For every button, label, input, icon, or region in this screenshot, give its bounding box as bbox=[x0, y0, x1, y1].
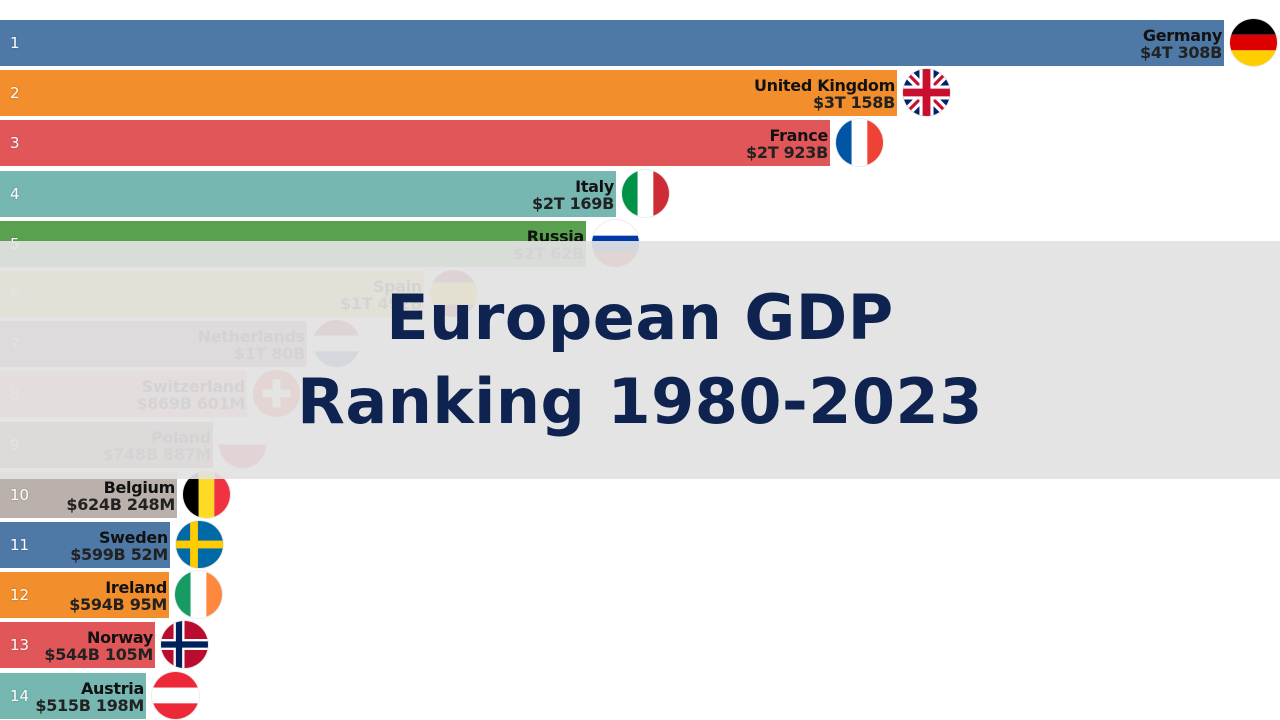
country-name: Sweden bbox=[98, 528, 168, 547]
flag-austria-icon bbox=[152, 672, 199, 719]
bar-united-kingdom bbox=[0, 70, 897, 116]
flag-united-kingdom-icon bbox=[903, 69, 950, 116]
country-name: Ireland bbox=[105, 578, 167, 597]
flag-ireland-icon bbox=[175, 571, 222, 618]
bar-germany bbox=[0, 20, 1224, 66]
rank-label: 11 bbox=[10, 536, 30, 554]
gdp-value: $2T 169B bbox=[532, 194, 614, 213]
rank-label: 13 bbox=[10, 636, 30, 654]
bar-norway bbox=[0, 622, 155, 668]
country-name: United Kingdom bbox=[753, 76, 895, 95]
country-name: Belgium bbox=[103, 478, 176, 497]
flag-italy-icon bbox=[622, 170, 669, 217]
bar-label: Germany $4T 308B bbox=[1140, 27, 1222, 61]
bar-label: Italy $2T 169B bbox=[532, 178, 614, 212]
bar-label: France $2T 923B bbox=[746, 127, 828, 161]
rank-label: 3 bbox=[10, 134, 20, 152]
gdp-value: $544B 105M bbox=[44, 645, 153, 664]
bar-label: Sweden $599B 52M bbox=[70, 529, 168, 563]
country-name: Germany bbox=[1142, 26, 1222, 45]
gdp-value: $3T 158B bbox=[813, 93, 895, 112]
flag-sweden-icon bbox=[176, 521, 223, 568]
country-name: Italy bbox=[575, 177, 614, 196]
gdp-value: $515B 198M bbox=[35, 696, 144, 715]
flag-germany-icon bbox=[1230, 19, 1277, 66]
bar-sweden bbox=[0, 522, 170, 568]
bar-label: United Kingdom $3T 158B bbox=[754, 77, 895, 111]
bar-belgium bbox=[0, 472, 177, 518]
country-name: Austria bbox=[80, 679, 144, 698]
title-line-1: European GDP bbox=[386, 281, 894, 354]
bar-france bbox=[0, 120, 830, 166]
rank-label: 12 bbox=[10, 586, 30, 604]
rank-label: 14 bbox=[10, 687, 30, 705]
flag-belgium-icon bbox=[183, 471, 230, 518]
rank-label: 10 bbox=[10, 486, 30, 504]
country-name: France bbox=[769, 126, 828, 145]
bar-label: Ireland $594B 95M bbox=[69, 579, 167, 613]
gdp-value: $2T 923B bbox=[746, 143, 828, 162]
gdp-value: $4T 308B bbox=[1140, 43, 1222, 62]
title-line-2: Ranking 1980-2023 bbox=[297, 365, 983, 438]
title-banner: European GDP Ranking 1980-2023 bbox=[0, 241, 1280, 479]
gdp-value: $599B 52M bbox=[70, 545, 168, 564]
gdp-value: $624B 248M bbox=[66, 495, 175, 514]
rank-label: 1 bbox=[10, 34, 20, 52]
bar-label: Belgium $624B 248M bbox=[66, 479, 175, 513]
bar-label: Norway $544B 105M bbox=[44, 629, 153, 663]
country-name: Russia bbox=[526, 227, 585, 246]
bar-italy bbox=[0, 171, 616, 217]
flag-france-icon bbox=[836, 119, 883, 166]
gdp-value: $594B 95M bbox=[69, 595, 167, 614]
flag-norway-icon bbox=[161, 621, 208, 668]
bar-austria bbox=[0, 673, 146, 719]
country-name: Norway bbox=[87, 628, 153, 647]
bar-ireland bbox=[0, 572, 169, 618]
rank-label: 2 bbox=[10, 84, 20, 102]
bar-label: Austria $515B 198M bbox=[35, 680, 144, 714]
rank-label: 4 bbox=[10, 185, 20, 203]
